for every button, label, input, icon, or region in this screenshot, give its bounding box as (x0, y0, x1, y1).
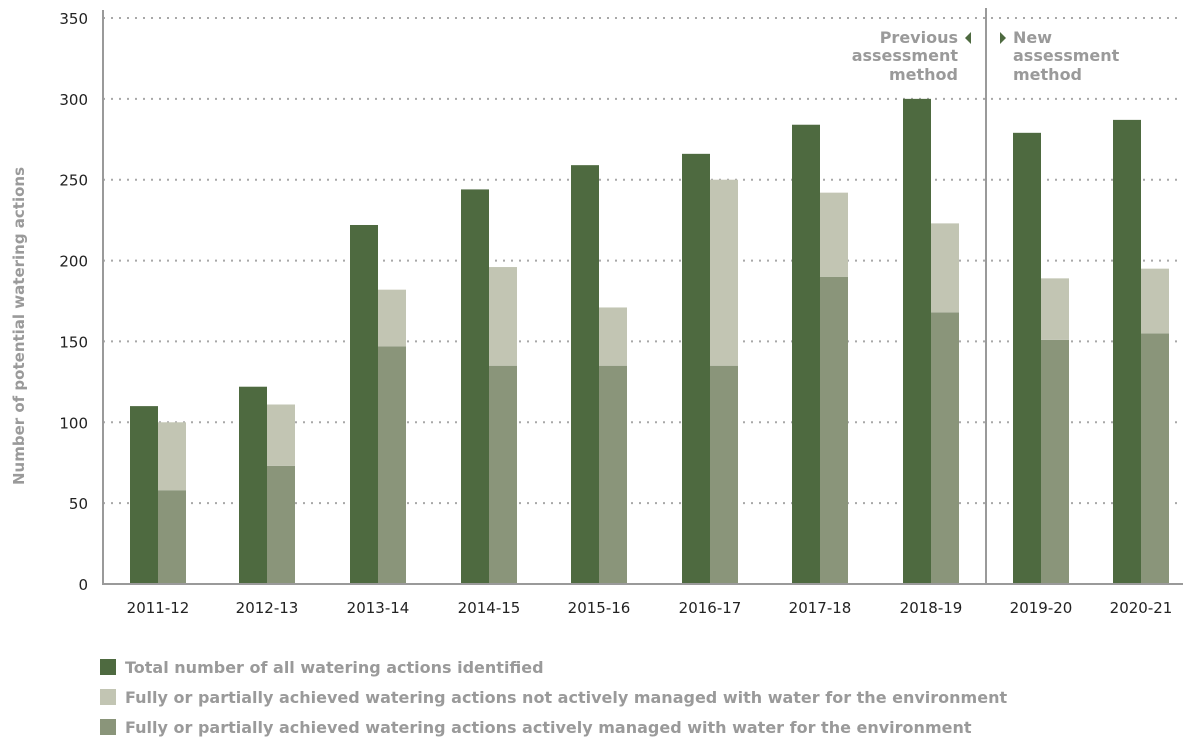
x-tick-label: 2013-14 (347, 599, 410, 617)
y-tick-label: 100 (59, 414, 88, 432)
new-note-line-3: method (1013, 65, 1082, 84)
bar-not-actively-managed (599, 307, 627, 366)
bar-actively-managed (1041, 339, 1069, 584)
bar-total (239, 386, 267, 584)
x-axis-ticks: 2011-12 2012-13 2013-14 2014-15 2015-16 2016-… (127, 599, 1173, 617)
legend-label-total: Total number of all watering actions ide… (125, 657, 544, 677)
bar-not-actively-managed (710, 179, 738, 366)
arrow-right-icon (1000, 32, 1006, 44)
previous-note-line-2: assessment (852, 46, 959, 65)
bar-actively-managed (267, 465, 295, 584)
bar-total (682, 153, 710, 584)
bar-actively-managed (599, 365, 627, 584)
bar-actively-managed (931, 312, 959, 584)
new-note-line-2: assessment (1013, 46, 1120, 65)
x-tick-label: 2019-20 (1010, 599, 1073, 617)
bar-total (461, 189, 489, 584)
y-tick-label: 350 (59, 10, 88, 28)
bar-total (903, 98, 931, 584)
bar-actively-managed (158, 490, 186, 584)
y-tick-label: 300 (59, 91, 88, 109)
x-tick-label: 2020-21 (1110, 599, 1173, 617)
y-axis-ticks: 0 50 100 150 200 250 300 350 (59, 10, 88, 594)
legend: Total number of all watering actions ide… (100, 652, 1007, 742)
y-tick-label: 250 (59, 172, 88, 190)
x-tick-label: 2016-17 (679, 599, 742, 617)
y-tick-label: 0 (78, 576, 88, 594)
x-tick-label: 2018-19 (900, 599, 963, 617)
y-tick-label: 200 (59, 253, 88, 271)
bar-not-actively-managed (378, 289, 406, 347)
x-tick-label: 2017-18 (789, 599, 852, 617)
bar-total (1113, 119, 1141, 584)
bar-not-actively-managed (1041, 278, 1069, 340)
bar-actively-managed (378, 346, 406, 584)
legend-label-not-managed: Fully or partially achieved watering act… (125, 687, 1008, 707)
y-tick-label: 50 (69, 495, 88, 513)
bar-total (792, 124, 820, 584)
bar-chart: 0 50 100 150 200 250 300 350 2011-12 2012-13 2013… (10, 8, 1183, 617)
x-tick-label: 2012-13 (236, 599, 299, 617)
legend-label-managed: Fully or partially achieved watering act… (125, 717, 972, 737)
y-tick-label: 150 (59, 333, 88, 351)
bar-not-actively-managed (1141, 268, 1169, 334)
bar-actively-managed (820, 276, 848, 584)
bar-not-actively-managed (489, 267, 517, 366)
legend-swatch-total (100, 659, 116, 675)
bar-total (571, 165, 599, 584)
legend-item-total: Total number of all watering actions ide… (100, 652, 1007, 682)
bar-actively-managed (1141, 333, 1169, 584)
bar-not-actively-managed (267, 404, 295, 466)
legend-swatch-managed (100, 719, 116, 735)
new-note-line-1: New (1013, 28, 1052, 47)
arrow-left-icon (965, 32, 971, 44)
legend-item-managed: Fully or partially achieved watering act… (100, 712, 1007, 742)
new-method-annotation: New assessment method (1000, 28, 1120, 84)
x-tick-label: 2011-12 (127, 599, 190, 617)
bar-not-actively-managed (931, 223, 959, 313)
legend-swatch-not-managed (100, 689, 116, 705)
bar-actively-managed (489, 365, 517, 584)
previous-method-annotation: Previous assessment method (852, 28, 971, 84)
bar-not-actively-managed (158, 422, 186, 491)
x-tick-label: 2015-16 (568, 599, 631, 617)
x-tick-label: 2014-15 (458, 599, 521, 617)
previous-note-line-3: method (889, 65, 958, 84)
bar-total (350, 224, 378, 584)
legend-item-not-managed: Fully or partially achieved watering act… (100, 682, 1007, 712)
y-axis-label: Number of potential watering actions (10, 167, 28, 485)
bars (130, 98, 1169, 584)
bar-not-actively-managed (820, 192, 848, 277)
bar-total (1013, 132, 1041, 584)
previous-note-line-1: Previous (880, 28, 958, 47)
bar-actively-managed (710, 365, 738, 584)
bar-total (130, 406, 158, 584)
